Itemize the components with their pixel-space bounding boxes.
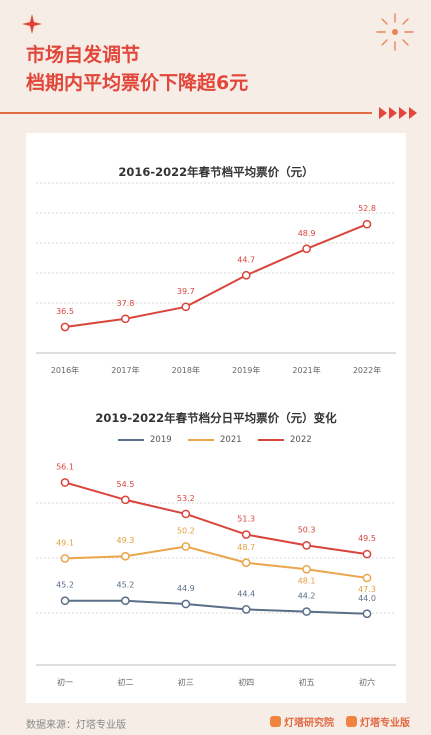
page-title-line2: 档期内平均票价下降超6元 [26,72,249,94]
data-label: 48.7 [237,543,255,552]
data-point [302,541,311,550]
data-label: 56.1 [56,462,74,471]
data-label: 49.3 [116,536,134,545]
series-line [65,599,368,615]
data-point [121,551,130,561]
header-divider [0,112,372,114]
data-label: 48.9 [298,229,316,238]
data-point [362,549,372,559]
data-point [181,302,191,312]
firework-icon [376,13,414,51]
data-point [241,270,251,280]
x-tick-label: 初六 [359,677,375,687]
data-label: 53.2 [177,494,195,503]
data-label: 49.1 [56,538,74,547]
x-tick-label: 初五 [299,677,315,687]
legend-label: 2021 [220,435,242,445]
chart2-plot: 初一 初二 初三 初四 初五 初六 45.2 45.2 44.9 44.4 44.2 44.0 49.1… [36,462,396,687]
data-point [362,219,372,229]
x-tick-label: 初二 [117,677,133,687]
brand-research-label: 灯塔研究院 [284,718,334,729]
data-label: 44.2 [298,592,316,601]
data-point [241,530,251,539]
lighthouse-icon [346,716,357,727]
legend-item-2021: 2021 [188,435,242,445]
data-label: 45.2 [56,581,74,590]
data-label: 48.1 [298,576,316,585]
data-point [121,495,130,505]
data-source: 数据来源：灯塔专业版 [26,720,126,731]
data-label: 49.5 [358,534,376,543]
data-point [302,607,311,616]
x-tick-label: 2016年 [51,365,79,375]
legend-swatch [188,439,214,441]
header: 市场自发调节 档期内平均票价下降超6元 [0,0,431,120]
data-point [60,478,70,487]
data-point [302,564,311,574]
data-point [60,554,70,563]
data-point [241,605,251,614]
series-line [64,481,368,556]
data-point [181,542,191,551]
x-tick-label: 2019年 [232,365,260,375]
data-point [362,609,372,619]
data-point [60,596,70,606]
data-label: 44.4 [237,589,255,598]
data-label: 37.8 [116,299,134,308]
arrows-icon [379,107,417,119]
x-tick-label: 2021年 [292,365,320,375]
data-point [121,314,130,324]
brand-research: 灯塔研究院 [270,714,334,729]
legend-item-2019: 2019 [118,435,172,445]
data-point [121,596,130,606]
brand-pro-label: 灯塔专业版 [360,718,410,729]
data-label: 36.5 [56,307,74,316]
legend-swatch [258,439,284,441]
x-tick-label: 2018年 [172,365,200,375]
legend-item-2022: 2022 [258,435,312,445]
data-label: 45.2 [116,581,134,590]
data-point [302,244,311,254]
sparkle-icon [22,14,42,34]
chart-card: 2016-2022年春节档平均票价（元） 2019-2022年春节档分日平均票价… [26,133,406,703]
chart2-title: 2019-2022年春节档分日平均票价（元）变化 [95,411,337,425]
x-tick-label: 初三 [178,677,194,687]
lighthouse-icon [270,716,281,727]
data-point [362,573,372,583]
brand-pro: 灯塔专业版 [346,714,410,729]
data-point [241,558,251,568]
data-label: 44.0 [358,594,376,603]
data-label: 50.2 [177,526,195,535]
legend-label: 2019 [150,435,172,445]
series-line [64,223,368,328]
legend-swatch [118,439,144,441]
data-point [60,322,70,332]
x-tick-label: 2022年 [353,365,381,375]
data-label: 47.3 [358,585,376,594]
data-label: 50.3 [298,525,316,534]
chart1-plot: 2016年 2017年 2018年 2019年 2021年 2022年 36.5 37.8 39… [36,182,396,375]
chart1-title: 2016-2022年春节档平均票价（元） [118,165,314,179]
series-line [64,545,368,579]
data-label: 39.7 [177,287,195,296]
data-label: 52.8 [358,204,376,213]
x-tick-label: 初四 [238,677,254,687]
legend-label: 2022 [290,435,312,445]
page-title-line1: 市场自发调节 [26,44,141,66]
x-tick-label: 初一 [57,677,73,687]
data-point [181,509,191,519]
x-tick-label: 2017年 [111,365,139,375]
data-label: 51.3 [237,515,255,524]
data-label: 54.5 [116,480,134,489]
data-point [181,599,191,609]
data-label: 44.9 [177,584,195,593]
data-label: 44.7 [237,255,255,264]
